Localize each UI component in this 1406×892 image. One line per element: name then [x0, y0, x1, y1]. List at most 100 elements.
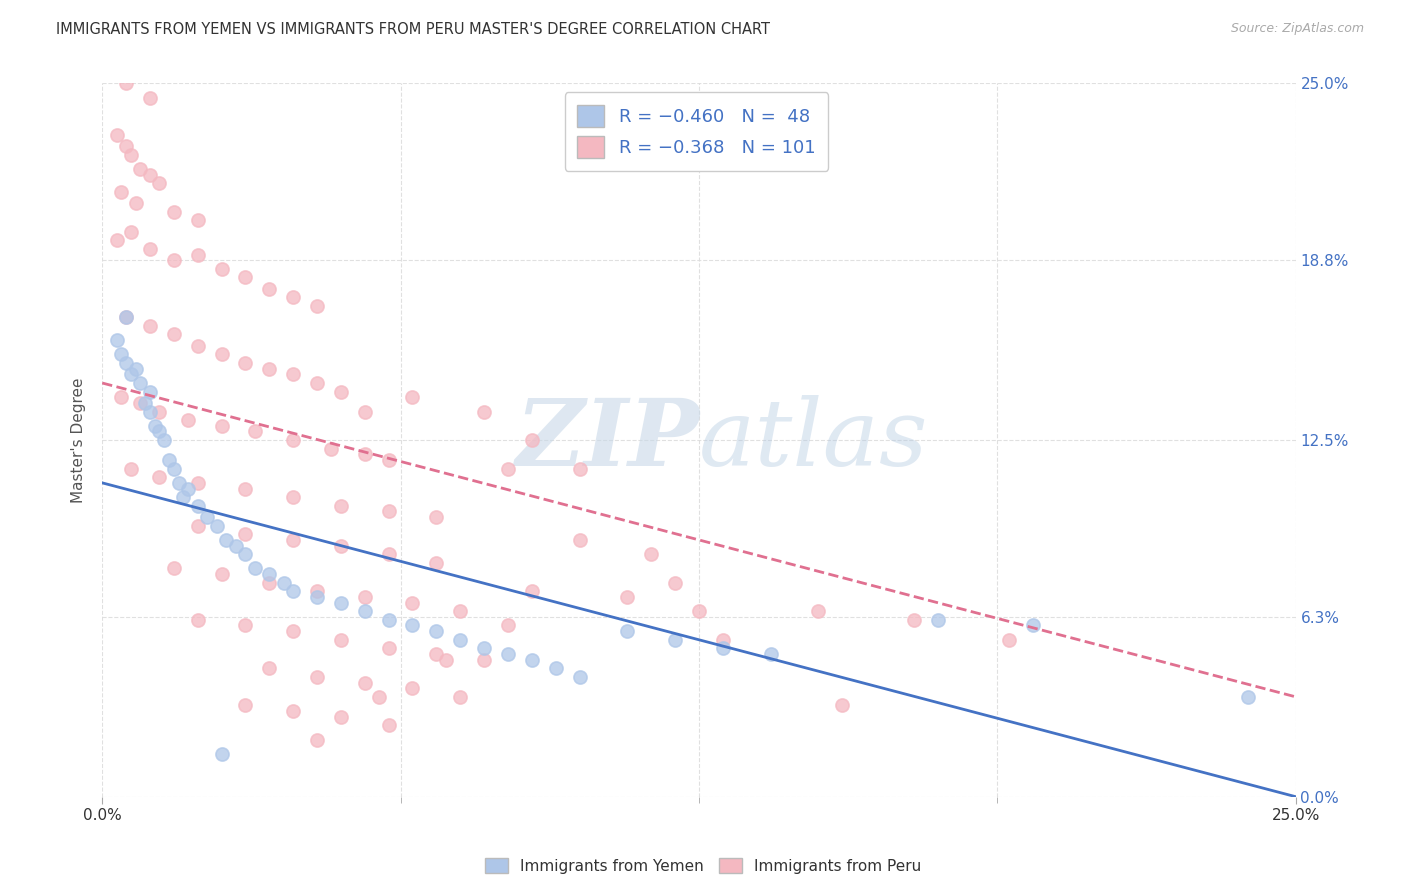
- Point: [163, 253, 186, 268]
- Point: [305, 299, 328, 313]
- Point: [187, 247, 209, 261]
- Point: [377, 547, 399, 561]
- Point: [425, 647, 447, 661]
- Point: [273, 575, 295, 590]
- Point: [163, 327, 186, 342]
- Point: [115, 310, 138, 325]
- Point: [496, 647, 519, 661]
- Point: [211, 747, 233, 761]
- Point: [148, 176, 170, 190]
- Point: [187, 613, 209, 627]
- Point: [544, 661, 567, 675]
- Point: [157, 453, 180, 467]
- Point: [259, 282, 281, 296]
- Point: [115, 77, 138, 91]
- Point: [235, 356, 257, 370]
- Point: [688, 604, 710, 618]
- Point: [283, 704, 305, 718]
- Point: [139, 384, 162, 399]
- Point: [283, 533, 305, 547]
- Point: [568, 670, 591, 684]
- Text: ZIP: ZIP: [515, 395, 699, 485]
- Point: [321, 442, 343, 456]
- Point: [568, 461, 591, 475]
- Point: [235, 270, 257, 285]
- Point: [1237, 690, 1260, 704]
- Point: [139, 91, 162, 105]
- Point: [211, 418, 233, 433]
- Point: [377, 718, 399, 732]
- Point: [305, 376, 328, 390]
- Point: [139, 404, 162, 418]
- Point: [401, 390, 423, 404]
- Point: [807, 604, 830, 618]
- Text: IMMIGRANTS FROM YEMEN VS IMMIGRANTS FROM PERU MASTER'S DEGREE CORRELATION CHART: IMMIGRANTS FROM YEMEN VS IMMIGRANTS FROM…: [56, 22, 770, 37]
- Point: [187, 499, 209, 513]
- Point: [283, 433, 305, 447]
- Point: [1022, 618, 1045, 632]
- Point: [305, 590, 328, 604]
- Point: [353, 404, 375, 418]
- Point: [177, 413, 200, 427]
- Point: [283, 584, 305, 599]
- Point: [998, 632, 1021, 647]
- Point: [472, 404, 495, 418]
- Point: [110, 390, 132, 404]
- Y-axis label: Master's Degree: Master's Degree: [72, 377, 86, 503]
- Point: [616, 590, 638, 604]
- Point: [496, 618, 519, 632]
- Point: [496, 461, 519, 475]
- Point: [329, 632, 352, 647]
- Point: [205, 518, 228, 533]
- Point: [163, 461, 186, 475]
- Point: [449, 632, 471, 647]
- Point: [129, 396, 152, 410]
- Point: [425, 624, 447, 639]
- Point: [105, 233, 128, 247]
- Point: [927, 613, 949, 627]
- Point: [187, 213, 209, 227]
- Point: [472, 653, 495, 667]
- Point: [115, 139, 138, 153]
- Point: [120, 148, 142, 162]
- Point: [115, 356, 138, 370]
- Point: [110, 185, 132, 199]
- Point: [211, 261, 233, 276]
- Point: [163, 561, 186, 575]
- Point: [259, 361, 281, 376]
- Point: [211, 347, 233, 361]
- Point: [759, 647, 782, 661]
- Point: [831, 698, 853, 713]
- Point: [711, 641, 734, 656]
- Point: [177, 482, 200, 496]
- Point: [148, 404, 170, 418]
- Point: [235, 482, 257, 496]
- Point: [259, 567, 281, 582]
- Point: [903, 613, 925, 627]
- Point: [172, 490, 194, 504]
- Point: [329, 596, 352, 610]
- Point: [129, 376, 152, 390]
- Point: [377, 453, 399, 467]
- Point: [187, 518, 209, 533]
- Point: [401, 681, 423, 696]
- Point: [640, 547, 662, 561]
- Point: [115, 310, 138, 325]
- Text: atlas: atlas: [699, 395, 928, 485]
- Point: [124, 196, 146, 211]
- Point: [120, 461, 142, 475]
- Point: [353, 604, 375, 618]
- Point: [283, 290, 305, 304]
- Point: [124, 361, 146, 376]
- Point: [329, 710, 352, 724]
- Point: [711, 632, 734, 647]
- Point: [195, 510, 218, 524]
- Point: [425, 556, 447, 570]
- Point: [329, 384, 352, 399]
- Point: [139, 318, 162, 333]
- Point: [283, 368, 305, 382]
- Point: [225, 539, 247, 553]
- Point: [449, 604, 471, 618]
- Point: [401, 596, 423, 610]
- Point: [520, 433, 543, 447]
